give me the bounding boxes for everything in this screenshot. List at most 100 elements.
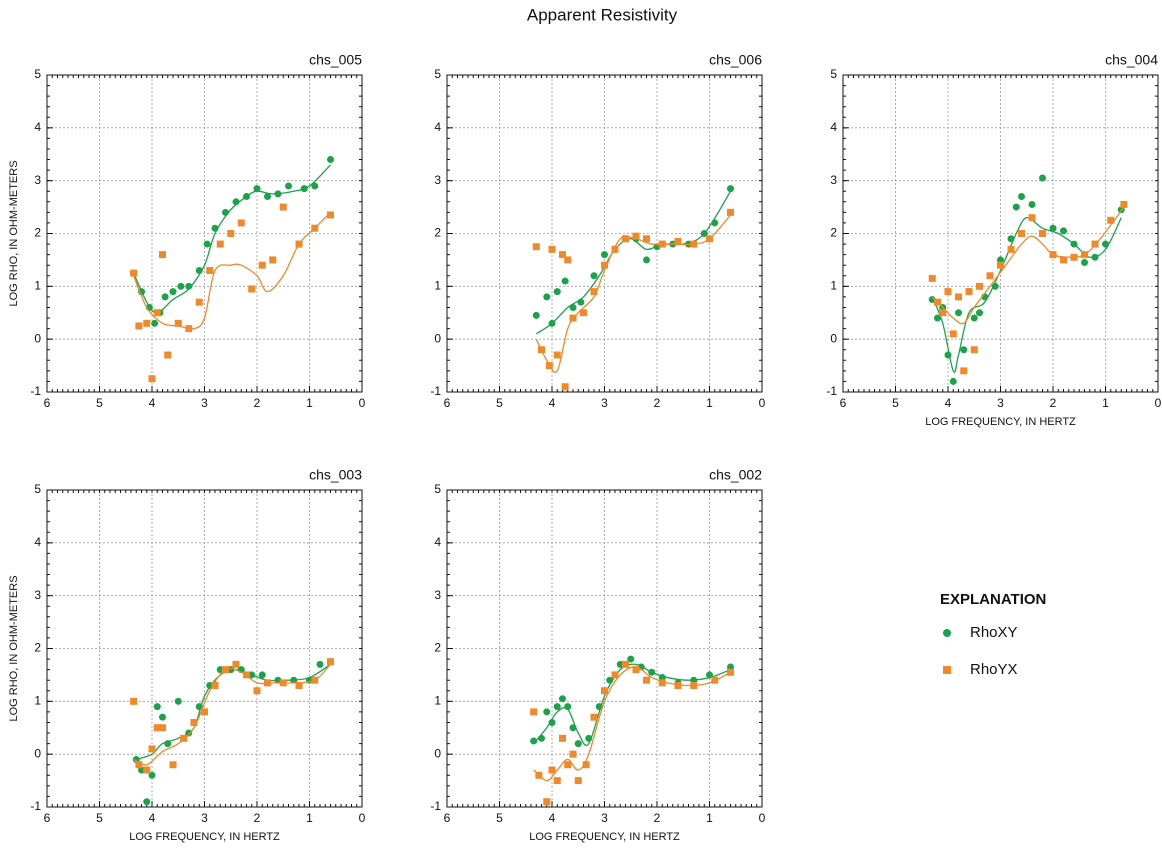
marker-square (535, 771, 543, 779)
figure-title: Apparent Resistivity (527, 5, 678, 24)
x-tick-label: 2 (1050, 396, 1057, 410)
marker-square (986, 272, 994, 280)
marker-square (622, 235, 629, 243)
fit-curve (533, 663, 731, 747)
marker-square (530, 708, 538, 716)
legend-title: EXPLANATION (940, 591, 1046, 608)
marker-circle (574, 740, 582, 748)
marker-square (543, 798, 551, 806)
x-tick-label: 3 (601, 811, 608, 825)
marker-circle (997, 256, 1004, 264)
marker-square (237, 219, 245, 227)
x-tick-label: 5 (496, 811, 503, 825)
marker-square (248, 285, 256, 293)
marker-circle (222, 208, 229, 216)
y-tick-label: 0 (34, 331, 41, 345)
marker-circle (590, 272, 598, 280)
marker-circle (561, 277, 569, 285)
marker-circle (543, 708, 551, 716)
marker-circle (1049, 224, 1057, 232)
marker-square (601, 687, 608, 695)
marker-square (1107, 216, 1115, 224)
marker-circle (700, 230, 708, 237)
legend-label: RhoXY (970, 624, 1018, 641)
x-tick-label: 3 (997, 396, 1004, 410)
marker-circle (148, 771, 156, 779)
x-tick-label: 3 (201, 811, 208, 825)
marker-circle (185, 729, 193, 737)
marker-square (690, 240, 698, 248)
marker-circle (934, 314, 941, 322)
marker-square (153, 724, 161, 732)
marker-square (590, 713, 598, 721)
marker-square (574, 777, 582, 785)
marker-circle (991, 282, 999, 290)
marker-square (553, 777, 561, 785)
y-tick-label: 3 (34, 588, 41, 602)
marker-circle (195, 266, 203, 274)
x-tick-label: 0 (359, 811, 366, 825)
marker-square (227, 230, 235, 237)
marker-square (1091, 240, 1099, 248)
marker-square (548, 245, 556, 253)
x-tick-label: 1 (306, 811, 313, 825)
x-axis-label: LOG FREQUENCY, IN HERTZ (529, 831, 680, 843)
marker-circle (569, 724, 577, 732)
marker-square (253, 687, 261, 695)
marker-circle (627, 655, 635, 663)
fit-curve (133, 211, 331, 330)
marker-square (279, 679, 287, 687)
marker-circle (543, 293, 551, 301)
y-tick-label: -1 (30, 799, 41, 813)
y-tick-label: 1 (434, 694, 441, 708)
marker-square (569, 750, 577, 758)
marker-square (997, 261, 1004, 269)
marker-circle (1018, 193, 1025, 201)
marker-square (564, 256, 572, 264)
marker-square (1028, 214, 1036, 222)
marker-circle (1102, 240, 1109, 248)
marker-square (153, 309, 161, 317)
marker-circle (151, 319, 159, 327)
marker-circle (1060, 227, 1067, 235)
marker-square (232, 660, 240, 668)
marker-square (939, 309, 947, 317)
panel: chs_003 6 5 4 3 2 1 0 -1 0 1 2 3 4 5 LOG FREQUENCY, IN … (8, 467, 366, 843)
marker-square (264, 679, 271, 687)
legend-label: RhoYX (970, 661, 1018, 678)
marker-square (658, 240, 666, 248)
marker-square (970, 346, 978, 354)
marker-square (269, 256, 277, 264)
marker-square (295, 681, 303, 689)
marker-square (965, 288, 973, 296)
marker-circle (601, 251, 608, 259)
marker-circle (274, 190, 282, 198)
x-tick-label: 1 (706, 396, 713, 410)
marker-square (180, 734, 187, 742)
marker-square (1007, 245, 1015, 253)
x-tick-label: 5 (892, 396, 899, 410)
marker-square (174, 319, 182, 327)
y-tick-label: 5 (34, 482, 41, 496)
panel-title: chs_006 (709, 52, 762, 68)
legend-marker (943, 666, 951, 674)
marker-square (130, 269, 138, 277)
marker-square (1049, 251, 1057, 259)
x-tick-label: 4 (945, 396, 952, 410)
marker-circle (177, 282, 185, 290)
marker-square (955, 293, 962, 301)
marker-circle (161, 293, 169, 301)
marker-square (1081, 251, 1088, 259)
fit-curve (133, 164, 331, 314)
marker-circle (185, 282, 193, 290)
marker-square (976, 282, 983, 290)
y-axis-label: LOG RHO, IN OHM-METERS (8, 160, 20, 306)
marker-square (1039, 230, 1046, 237)
x-axis-label: LOG FREQUENCY, IN HERTZ (925, 416, 1076, 428)
marker-circle (1028, 200, 1036, 208)
y-tick-label: 5 (434, 67, 441, 81)
x-tick-label: 6 (840, 396, 847, 410)
marker-square (190, 718, 198, 726)
y-tick-label: 2 (434, 226, 441, 240)
